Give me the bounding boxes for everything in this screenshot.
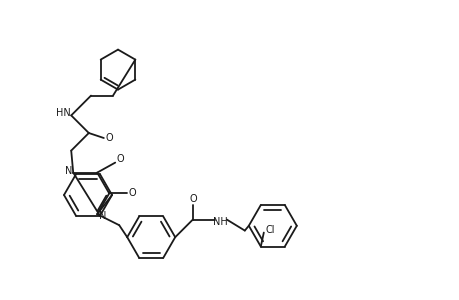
Text: N: N xyxy=(98,211,106,221)
Text: Cl: Cl xyxy=(264,225,274,235)
Text: O: O xyxy=(189,194,196,204)
Text: N: N xyxy=(64,166,72,176)
Text: O: O xyxy=(128,188,136,198)
Text: O: O xyxy=(105,133,112,143)
Text: HN: HN xyxy=(56,108,70,118)
Text: NH: NH xyxy=(213,217,228,226)
Text: O: O xyxy=(116,154,124,164)
